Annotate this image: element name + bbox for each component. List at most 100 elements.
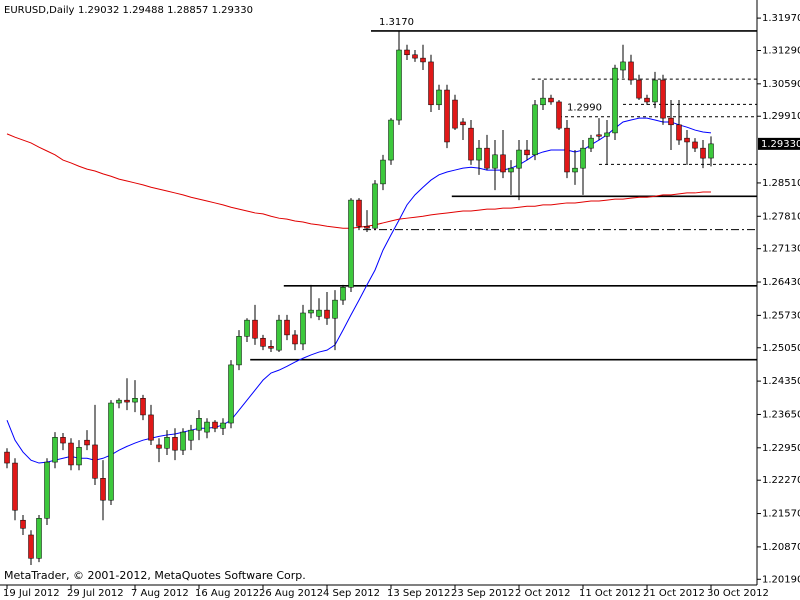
candle-body: [596, 134, 602, 137]
level-label: 1.2990: [567, 103, 602, 114]
candle-body: [436, 89, 442, 106]
candle-body: [428, 61, 434, 106]
candle-body: [708, 143, 714, 159]
candle-body: [620, 61, 626, 71]
candle-body: [20, 519, 26, 529]
candle-body: [372, 183, 378, 229]
y-tick-label: 1.23650: [762, 409, 800, 420]
candle-body: [204, 421, 210, 433]
candle-body: [276, 319, 282, 351]
y-tick-label: 1.31970: [762, 13, 800, 24]
candle-body: [172, 437, 178, 451]
plot-area: 1.3170 1.2990: [4, 17, 757, 565]
y-tick-label: 1.21570: [762, 509, 800, 520]
candle-body: [404, 49, 410, 56]
candle-body: [220, 422, 226, 429]
candle-body: [52, 437, 58, 463]
candle-body: [340, 287, 346, 301]
candle-body: [140, 398, 146, 416]
candle-body: [564, 127, 570, 173]
candle-body: [700, 147, 706, 159]
candle-body: [60, 437, 66, 444]
chart-title: EURUSD,Daily: [4, 5, 75, 16]
candle-body: [548, 97, 554, 103]
candle-body: [484, 147, 490, 169]
candle-body: [4, 451, 10, 464]
y-tick-label: 1.31290: [762, 45, 800, 56]
x-tick-label: 7 Aug 2012: [131, 588, 189, 599]
candle-body: [268, 346, 274, 349]
y-tick-label: 1.24350: [762, 376, 800, 387]
x-tick-label: 26 Aug 2012: [259, 588, 323, 599]
candle-body: [628, 61, 634, 81]
y-tick-label: 1.25730: [762, 310, 800, 321]
candle-body: [332, 299, 338, 319]
candle-body: [188, 429, 194, 441]
x-tick-label: 29 Jul 2012: [67, 588, 124, 599]
candle-body: [668, 117, 674, 126]
candle-body: [644, 97, 650, 103]
x-tick-label: 19 Jul 2012: [3, 588, 60, 599]
y-tick-label: 1.27810: [762, 211, 800, 222]
candle-body: [236, 336, 242, 366]
candle-body: [28, 534, 34, 559]
candle-body: [516, 149, 522, 169]
candle-body: [508, 167, 514, 173]
x-tick-label: 4 Sep 2012: [323, 588, 380, 599]
candle-body: [364, 226, 370, 229]
ohlc-header: 1.29032 1.29488 1.28857 1.29330: [78, 5, 253, 16]
candle-body: [580, 147, 586, 169]
candle-body: [692, 141, 698, 149]
candle-body: [100, 478, 106, 501]
y-tick-label: 1.25050: [762, 343, 800, 354]
candle-body: [196, 418, 202, 431]
candle-body: [476, 147, 482, 161]
candle-body: [380, 159, 386, 185]
y-tick-label: 1.30590: [762, 79, 800, 90]
candle-body: [316, 309, 322, 317]
candle-body: [452, 99, 458, 129]
candle-body: [572, 167, 578, 173]
x-tick-label: 16 Aug 2012: [195, 588, 259, 599]
candle-body: [44, 461, 50, 519]
candle-body: [660, 79, 666, 119]
y-tick-label: 1.27130: [762, 244, 800, 255]
candle-body: [108, 402, 114, 501]
price-box: [758, 137, 800, 150]
x-tick-label: 23 Sep 2012: [451, 588, 514, 599]
candle-body: [348, 199, 354, 288]
candle-body: [212, 421, 218, 429]
candle-body: [524, 149, 530, 156]
candle-body: [116, 399, 122, 404]
candle-body: [260, 337, 266, 347]
candle-body: [468, 127, 474, 161]
candle-body: [676, 124, 682, 141]
candle-body: [284, 319, 290, 336]
candle-body: [420, 57, 426, 63]
level-label: 1.3170: [379, 17, 414, 28]
x-tick-label: 30 Oct 2012: [707, 588, 769, 599]
candle-body: [244, 319, 250, 337]
candle-body: [684, 137, 690, 143]
candle-body: [12, 462, 18, 511]
x-tick-label: 13 Sep 2012: [387, 588, 450, 599]
y-tick-label: 1.28510: [762, 178, 800, 189]
candle-body: [556, 101, 562, 129]
y-tick-label: 1.22270: [762, 475, 800, 486]
candle-body: [292, 334, 298, 345]
x-tick-label: 11 Oct 2012: [579, 588, 641, 599]
candle-body: [500, 154, 506, 173]
y-tick-label: 1.20190: [762, 574, 800, 585]
candle-body: [308, 309, 314, 314]
candle-body: [76, 447, 82, 466]
candle-body: [612, 67, 618, 134]
candle-body: [388, 119, 394, 161]
x-tick-label: 2 Oct 2012: [515, 588, 570, 599]
y-tick-label: 1.20870: [762, 542, 800, 553]
candle-body: [148, 414, 154, 441]
candle-body: [156, 444, 162, 449]
candle-body: [540, 97, 546, 106]
candle-body: [652, 79, 658, 103]
